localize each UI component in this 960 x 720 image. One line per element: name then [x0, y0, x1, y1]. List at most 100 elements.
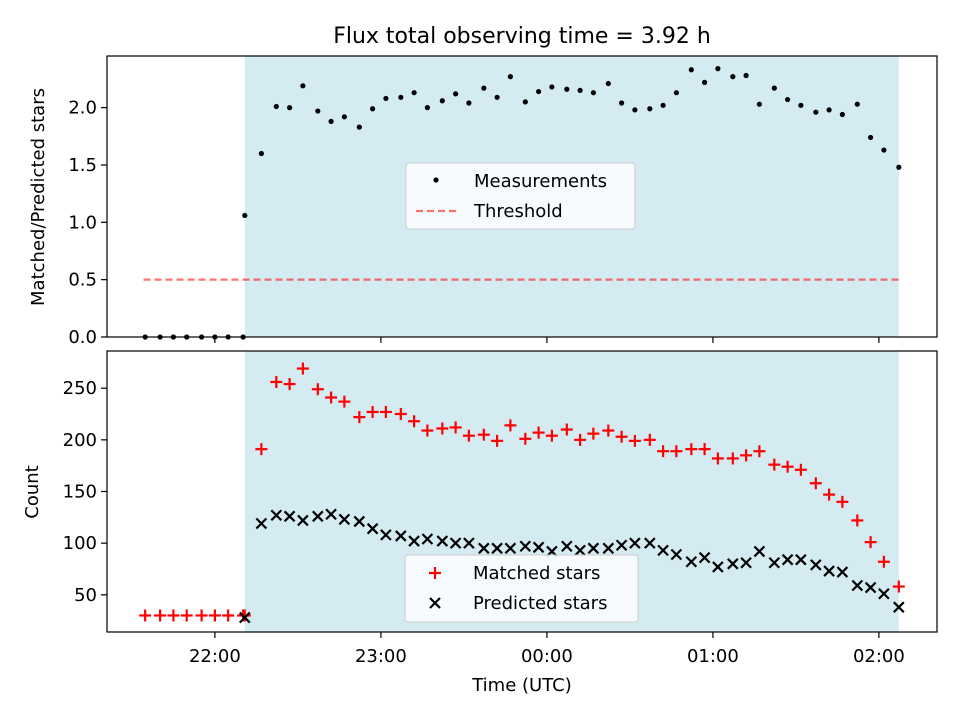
predicted-star-marker-b	[602, 542, 615, 555]
matched-star-marker	[283, 378, 296, 391]
measurement-point	[590, 90, 596, 96]
predicted-star-marker	[338, 513, 351, 526]
predicted-star-marker-b	[823, 565, 835, 577]
matched-star-marker	[836, 495, 849, 508]
bottom-legend-box	[404, 554, 639, 623]
predicted-star-marker-b	[657, 544, 669, 557]
measurement-point	[258, 150, 264, 157]
predicted-star-marker-b	[380, 529, 392, 541]
matched-star-marker	[574, 433, 587, 446]
predicted-star-marker	[712, 561, 724, 573]
matched-star-marker	[353, 411, 366, 424]
predicted-star-marker-b	[878, 587, 890, 600]
matched-star-marker	[311, 383, 324, 396]
top-y-tick-label: 0.0	[68, 327, 97, 348]
measurement-point	[619, 100, 625, 106]
predicted-star-marker-b	[561, 540, 573, 553]
predicted-star-marker	[810, 559, 822, 571]
measurement-point	[798, 102, 804, 108]
legend-predicted-marker	[429, 597, 441, 609]
predicted-star-marker-b	[312, 510, 324, 523]
predicted-star-marker-b	[810, 559, 822, 571]
predicted-star-marker-b	[851, 579, 864, 592]
predicted-star-marker	[753, 545, 766, 558]
predicted-star-marker-b	[297, 514, 309, 527]
bottom-y-tick-label: 50	[74, 585, 97, 606]
measurement-point	[632, 107, 638, 113]
bottom-x-axis-ticks: 22:00 23:00 00:00 01:00 02:00	[189, 632, 905, 667]
measurement-point	[702, 79, 708, 85]
predicted-star-marker-b	[768, 557, 781, 569]
matched-star-marker	[753, 445, 766, 458]
predicted-star-marker	[615, 539, 628, 551]
predicted-star-marker	[644, 537, 656, 549]
legend-matched-label: Matched stars	[473, 563, 600, 584]
bottom-panel: 50 100 150 200 250 22:00 23:00 00:00 01:00 02:00…	[22, 350, 938, 696]
predicted-star-marker-b	[255, 517, 268, 530]
matched-star-marker	[768, 458, 781, 471]
measurement-point	[854, 101, 860, 107]
measurement-point	[756, 101, 762, 107]
predicted-star-marker-b	[893, 601, 905, 613]
predicted-star-marker	[561, 540, 573, 553]
top-y-tick-label: 2.0	[68, 98, 97, 119]
predicted-star-marker-b	[421, 533, 434, 545]
bottom-x-tick-label: 01:00	[687, 646, 739, 667]
predicted-star-marker	[727, 558, 739, 570]
measurement-point	[826, 107, 832, 113]
bottom-y-tick-label: 250	[63, 378, 97, 399]
predicted-star-marker-b	[698, 551, 711, 564]
predicted-star-marker	[449, 537, 462, 549]
predicted-star-marker-b	[270, 509, 283, 522]
bottom-y-tick-label: 200	[63, 430, 97, 451]
top-y-tick-label: 1.5	[68, 155, 97, 176]
predicted-star-marker	[436, 535, 449, 547]
matched-star-marker	[408, 415, 421, 428]
matched-star-marker	[167, 609, 180, 622]
predicted-star-marker	[740, 557, 752, 569]
matched-star-marker	[643, 433, 656, 446]
predicted-star-marker-b	[574, 544, 586, 557]
matched-star-marker	[519, 432, 532, 445]
top-x-axis-ticks	[214, 337, 880, 343]
predicted-star-marker	[478, 542, 490, 555]
matched-star-marker	[781, 460, 794, 473]
measurement-point	[507, 74, 513, 80]
predicted-star-marker-b	[670, 548, 683, 561]
matched-star-marker	[296, 362, 309, 375]
predicted-star-marker	[380, 529, 392, 541]
matched-star-marker	[366, 405, 379, 418]
predicted-star-marker	[657, 544, 669, 557]
matched-star-marker	[504, 419, 517, 432]
matched-star-marker	[628, 434, 641, 447]
matched-star-marker	[477, 428, 490, 441]
measurement-point	[328, 118, 334, 124]
top-y-tick-label: 0.5	[68, 270, 97, 291]
predicted-star-marker	[239, 611, 251, 624]
predicted-star-marker	[685, 555, 698, 568]
measurement-point	[549, 84, 555, 90]
measurement-point	[743, 72, 749, 79]
measurement-point	[730, 74, 736, 80]
measurement-point	[673, 90, 679, 96]
measurement-point	[577, 87, 583, 94]
predicted-star-marker	[602, 542, 615, 555]
matched-star-marker	[602, 424, 615, 437]
predicted-star-marker	[255, 517, 268, 530]
predicted-star-marker	[283, 510, 296, 523]
predicted-star-marker-b	[283, 510, 296, 523]
legend-threshold-label: Threshold	[473, 201, 563, 222]
predicted-star-marker-b	[366, 522, 379, 535]
matched-star-marker	[740, 449, 753, 462]
measurement-point	[564, 86, 570, 92]
measurement-point	[424, 105, 430, 111]
bottom-y-tick-label: 100	[63, 533, 97, 554]
matched-star-marker	[685, 443, 698, 456]
measurement-point	[868, 134, 874, 141]
measurement-point	[785, 96, 791, 103]
matched-star-marker	[794, 463, 807, 476]
predicted-star-marker-b	[753, 545, 766, 558]
predicted-star-marker	[408, 535, 420, 547]
top-legend-box	[405, 162, 636, 230]
predicted-star-marker-b	[504, 542, 517, 555]
